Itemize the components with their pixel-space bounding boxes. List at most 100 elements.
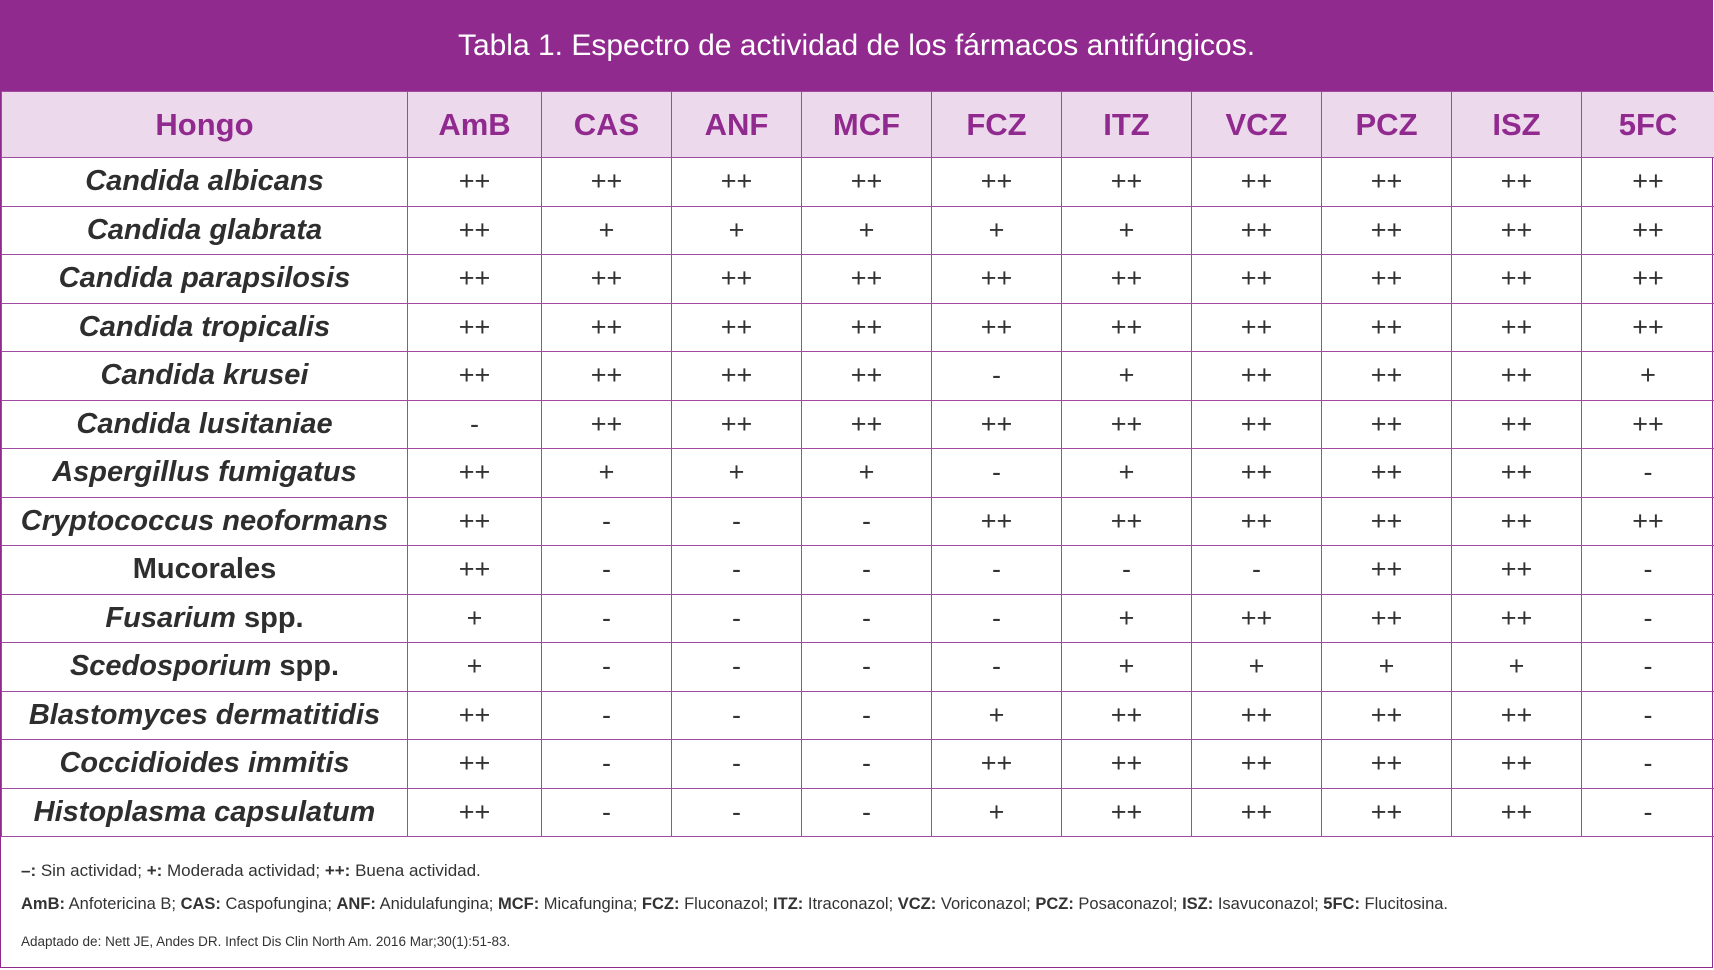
activity-cell: -: [931, 545, 1062, 595]
activity-cell: ++: [801, 254, 932, 304]
footnote-key: AmB:: [21, 895, 65, 913]
footnote-key: –:: [21, 861, 37, 880]
activity-cell: +: [1061, 448, 1192, 498]
activity-cell: -: [1581, 690, 1714, 740]
activity-cell: ++: [407, 448, 542, 498]
activity-cell: ++: [407, 787, 542, 837]
column-header: ISZ: [1451, 91, 1582, 158]
activity-cell: ++: [1451, 690, 1582, 740]
footnote-text: Itraconazol;: [803, 895, 898, 913]
activity-cell: -: [1581, 593, 1714, 643]
activity-cell: +: [671, 448, 802, 498]
activity-cell: -: [1581, 787, 1714, 837]
activity-cell: ++: [671, 351, 802, 401]
activity-cell: ++: [1191, 399, 1322, 449]
activity-cell: +: [1061, 351, 1192, 401]
footnote-key: CAS:: [180, 895, 221, 913]
activity-cell: ++: [1061, 496, 1192, 546]
activity-cell: -: [1191, 545, 1322, 595]
activity-cell: -: [801, 593, 932, 643]
activity-cell: ++: [1451, 496, 1582, 546]
footnote-text: Fluconazol;: [679, 895, 774, 913]
activity-cell: ++: [671, 254, 802, 304]
activity-cell: ++: [1451, 787, 1582, 837]
footnote-text: Caspofungina;: [220, 895, 337, 913]
activity-cell: ++: [931, 254, 1062, 304]
footnote-key: ++:: [324, 861, 351, 880]
activity-cell: ++: [1061, 302, 1192, 352]
footnote-key: MCF:: [497, 895, 540, 913]
fungus-name: Candida albicans: [1, 157, 408, 207]
activity-cell: -: [671, 642, 802, 692]
column-header: ITZ: [1061, 91, 1192, 158]
activity-cell: -: [671, 545, 802, 595]
activity-cell: -: [541, 690, 672, 740]
activity-cell: ++: [801, 302, 932, 352]
fungus-name: Candida tropicalis: [1, 302, 408, 352]
footnote-text: Anfotericina B;: [65, 895, 181, 913]
activity-cell: ++: [1321, 448, 1452, 498]
footnote-key: VCZ:: [897, 895, 937, 913]
activity-cell: ++: [1321, 351, 1452, 401]
activity-cell: ++: [1191, 593, 1322, 643]
activity-cell: -: [407, 399, 542, 449]
footnote-key: +:: [146, 861, 163, 880]
activity-cell: ++: [801, 399, 932, 449]
fungus-name: Cryptococcus neoformans: [1, 496, 408, 546]
fungus-name: Coccidioides immitis: [1, 739, 408, 789]
fungus-name: Fusarium spp.: [1, 593, 408, 643]
species-name: Candida glabrata: [86, 213, 323, 246]
activity-cell: +: [931, 205, 1062, 255]
species-name: Blastomyces dermatitidis: [28, 698, 381, 731]
activity-cell: ++: [1451, 545, 1582, 595]
activity-cell: ++: [1191, 739, 1322, 789]
fungus-name: Blastomyces dermatitidis: [1, 690, 408, 740]
activity-cell: ++: [407, 545, 542, 595]
table-row: Candida krusei ++ ++ ++ ++ - + ++ ++ ++ +: [1, 351, 1714, 401]
column-header: Hongo: [1, 91, 408, 158]
column-header: MCF: [801, 91, 932, 158]
footnote-text: Isavuconazol;: [1213, 895, 1324, 913]
table-row: Histoplasma capsulatum ++ - - - + ++ ++ ++ ++ -: [1, 787, 1714, 837]
activity-cell: +: [1581, 351, 1714, 401]
abbreviations-footnote: AmB: Anfotericina B; CAS: Caspofungina; …: [21, 895, 1448, 914]
activity-cell: ++: [671, 399, 802, 449]
activity-cell: ++: [1321, 690, 1452, 740]
activity-cell: -: [931, 448, 1062, 498]
footnote-text: Sin actividad;: [36, 861, 147, 880]
footnote-text: Voriconazol;: [936, 895, 1036, 913]
activity-cell: ++: [931, 302, 1062, 352]
table-row: Cryptococcus neoformans ++ - - - ++ ++ ++ ++ ++ ++: [1, 496, 1714, 546]
activity-cell: ++: [1451, 739, 1582, 789]
activity-cell: ++: [1581, 205, 1714, 255]
activity-cell: -: [541, 787, 672, 837]
table-row: Aspergillus fumigatus ++ + + + - + ++ ++ ++ -: [1, 448, 1714, 498]
activity-cell: ++: [1061, 399, 1192, 449]
table-row: Candida albicans ++ ++ ++ ++ ++ ++ ++ ++ ++ ++: [1, 157, 1714, 207]
activity-cell: -: [1581, 448, 1714, 498]
table-row: Mucorales ++ - - - - - - ++ ++ -: [1, 545, 1714, 595]
activity-cell: ++: [1451, 157, 1582, 207]
footnote-text: Flucitosina.: [1359, 895, 1449, 913]
footnote-text: Buena actividad.: [350, 861, 481, 880]
column-header: 5FC: [1581, 91, 1714, 158]
footnote-text: Anidulafungina;: [375, 895, 498, 913]
activity-cell: -: [1581, 545, 1714, 595]
activity-cell: ++: [1581, 496, 1714, 546]
activity-cell: ++: [1191, 690, 1322, 740]
fungus-name: Candida parapsilosis: [1, 254, 408, 304]
activity-cell: +: [1321, 642, 1452, 692]
activity-cell: ++: [1451, 448, 1582, 498]
fungus-name: Aspergillus fumigatus: [1, 448, 408, 498]
column-header: VCZ: [1191, 91, 1322, 158]
species-suffix: Mucorales: [132, 553, 277, 586]
table-row: Candida glabrata ++ + + + + + ++ ++ ++ ++: [1, 205, 1714, 255]
activity-cell: ++: [1451, 593, 1582, 643]
activity-cell: -: [671, 739, 802, 789]
activity-cell: -: [801, 690, 932, 740]
activity-cell: ++: [801, 351, 932, 401]
legend-footnote: –: Sin actividad; +: Moderada actividad;…: [21, 861, 481, 881]
activity-cell: +: [931, 787, 1062, 837]
activity-cell: ++: [1581, 399, 1714, 449]
